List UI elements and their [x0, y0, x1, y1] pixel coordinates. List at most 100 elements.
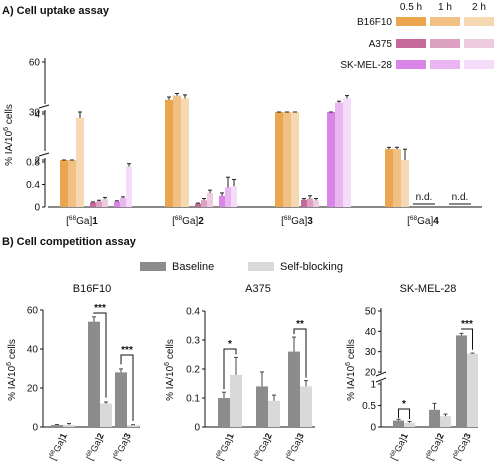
bar-sk-mel-28-0-5-h-cat1 — [114, 201, 120, 207]
y-tick-label: 50 — [365, 307, 377, 318]
bar-self-blocking-cat1 — [230, 374, 242, 427]
significance-bracket — [120, 354, 134, 422]
bar-baseline-cat3 — [288, 351, 300, 427]
chart-sk-mel-28: SK-MEL-28 0 0.5 120 30 40 50 % IA/106 cells [68G… — [345, 283, 478, 462]
bar-b16f10-1-h-cat1 — [68, 160, 76, 207]
bar-self-blocking-cat3 — [300, 386, 312, 427]
bar-a375-0-5-h-cat2 — [195, 203, 201, 207]
y-tick-label: 0 — [370, 423, 376, 434]
not-detected-label: n.d. — [416, 192, 433, 203]
chart-title-sk-mel-28: SK-MEL-28 — [400, 283, 457, 295]
bar-b16f10-1-h-cat3 — [283, 112, 291, 207]
legend-label-b16f10: B16F10 — [357, 17, 392, 28]
y-axis-label: % IA/106 cells — [164, 339, 176, 401]
bar-sk-mel-28-0-5-h-cat3 — [327, 112, 335, 207]
legend-swatch-sk-mel-28-2 — [464, 60, 494, 69]
category-label-3: [68Ga]3 — [285, 432, 306, 462]
y-tick-label: 60 — [27, 306, 39, 317]
legend-swatch-self-blocking — [248, 262, 274, 271]
y-tick-label: 20 — [27, 384, 39, 395]
category-label-2: [68Ga]2 — [85, 432, 106, 462]
y-tick-label: 0.5 — [362, 401, 376, 412]
significance-label: *** — [461, 319, 473, 330]
category-label-3: [68Ga]3 — [281, 215, 313, 227]
axis-break-mark — [38, 152, 50, 157]
bar-self-blocking-cat3 — [467, 353, 478, 427]
significance-label: *** — [94, 303, 106, 314]
bar-sk-mel-28-1-h-cat2 — [225, 187, 231, 207]
bar-a375-0-5-h-cat3 — [301, 199, 307, 207]
bar-b16f10-2-h-cat2 — [181, 98, 189, 207]
axis-break-mark — [375, 371, 387, 377]
y-axis-label: % IA/106 cells — [3, 104, 15, 166]
bar-b16f10-0-5-h-cat3 — [275, 112, 283, 207]
category-label-1: [68Ga]1 — [48, 432, 69, 462]
legend-swatch-a375-0 — [396, 39, 426, 48]
y-axis-label: % IA/106 cells — [6, 339, 18, 401]
bar-self-blocking-cat2 — [440, 416, 451, 427]
significance-bracket — [461, 328, 473, 350]
bar-a375-1-h-cat1 — [96, 201, 102, 207]
bar-b16f10-0-5-h-cat1 — [60, 160, 68, 207]
legend-swatch-sk-mel-28-1 — [430, 60, 460, 69]
bar-baseline-cat1 — [51, 425, 63, 427]
significance-bracket — [223, 348, 237, 390]
panel-a-title: A) Cell uptake assay — [2, 5, 110, 17]
y-tick-label: 40 — [365, 327, 377, 338]
bar-a375-2-h-cat1 — [102, 199, 108, 207]
bar-baseline-cat2 — [256, 386, 268, 427]
chart-a375: A375 0 0.1 0.2 0.3 0.4 % IA/106 cells [68Ga]1 [6… — [164, 283, 315, 462]
bar-b16f10-1-h-cat4 — [393, 149, 401, 207]
y-tick-label: 0 — [32, 423, 38, 434]
category-label-2: [68Ga]2 — [425, 432, 446, 462]
category-label-2: [68Ga]2 — [172, 215, 204, 227]
y-tick-label: 0.4 — [186, 307, 200, 318]
legend-label-self-blocking: Self-blocking — [280, 261, 343, 273]
y-tick-label: 30 — [29, 108, 41, 119]
bar-a375-2-h-cat2 — [207, 192, 213, 207]
y-axis-label: % IA/106 cells — [345, 339, 357, 401]
legend-label-sk-mel-28: SK-MEL-28 — [340, 60, 392, 71]
panel-a-chart: axis-break-markaxis-break-mark00.40.8243… — [3, 58, 482, 227]
y-tick-label: 0 — [34, 203, 40, 214]
legend-swatch-a375-1 — [430, 39, 460, 48]
bar-self-blocking-cat2 — [268, 400, 280, 427]
bar-self-blocking-cat2 — [100, 403, 112, 427]
bar-a375-1-h-cat3 — [307, 198, 313, 207]
bar-self-blocking-cat3 — [127, 425, 139, 427]
panel-b-legend: Baseline Self-blocking — [140, 261, 343, 273]
y-tick-label: 0.3 — [186, 336, 200, 347]
y-tick-label: 40 — [27, 345, 39, 356]
bar-b16f10-2-h-cat1 — [76, 117, 84, 207]
legend-swatch-b16f10-1 — [430, 17, 460, 26]
y-tick-label: 0.2 — [186, 365, 200, 376]
y-tick-label: 0.4 — [26, 180, 40, 191]
category-label-3: [68Ga]3 — [452, 432, 473, 462]
legend-label-baseline: Baseline — [172, 261, 214, 273]
y-tick-label: 30 — [365, 347, 377, 358]
legend-swatch-sk-mel-28-0 — [396, 60, 426, 69]
category-label-1: [68Ga]1 — [215, 432, 236, 462]
significance-bracket — [293, 328, 307, 378]
bar-baseline-cat3 — [456, 335, 467, 427]
bar-self-blocking-cat1 — [63, 425, 75, 427]
axis-break-mark — [38, 104, 50, 109]
legend-time-0-5-h: 0.5 h — [400, 2, 422, 13]
bar-baseline-cat3 — [115, 372, 127, 427]
legend-swatch-b16f10-0 — [396, 17, 426, 26]
category-label-4: [68Ga]4 — [407, 215, 439, 227]
legend-swatch-a375-2 — [464, 39, 494, 48]
legend-label-a375: A375 — [369, 39, 393, 50]
legend-swatch-b16f10-2 — [464, 17, 494, 26]
bar-b16f10-0-5-h-cat2 — [165, 99, 173, 207]
chart-b16f10: B16F10 0 20 40 60 % IA/106 cells [68Ga]1 [68Ga]… — [6, 283, 140, 462]
category-label-1: [68Ga]1 — [389, 432, 410, 462]
significance-bracket — [93, 312, 107, 398]
bar-self-blocking-cat1 — [404, 422, 415, 427]
significance-label: * — [228, 339, 232, 350]
axis-break-mark — [375, 377, 387, 383]
legend-time-2-h: 2 h — [472, 2, 486, 13]
bar-sk-mel-28-2-h-cat2 — [231, 186, 237, 207]
